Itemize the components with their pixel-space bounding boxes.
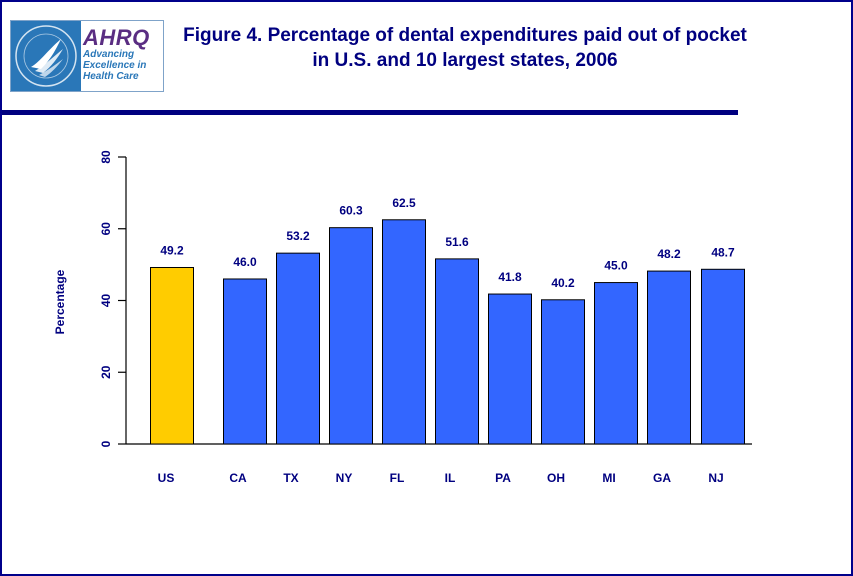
y-tick-label: 80 bbox=[99, 150, 113, 164]
value-label-mi: 45.0 bbox=[604, 259, 628, 273]
y-tick-label: 0 bbox=[99, 440, 113, 447]
value-label-tx: 53.2 bbox=[286, 229, 310, 243]
x-tick-label-ga: GA bbox=[653, 471, 671, 485]
y-tick-label: 60 bbox=[99, 222, 113, 236]
x-tick-label-nj: NJ bbox=[708, 471, 723, 485]
bar-pa bbox=[488, 293, 532, 445]
x-tick-label-ny: NY bbox=[336, 471, 353, 485]
ahrq-logo: AHRQ Advancing Excellence in Health Care bbox=[10, 20, 164, 92]
bar-fl bbox=[382, 219, 426, 445]
x-tick-label-tx: TX bbox=[283, 471, 298, 485]
value-label-us: 49.2 bbox=[160, 243, 184, 257]
bar-nj bbox=[701, 268, 745, 445]
ahrq-tagline-1: Advancing bbox=[83, 49, 135, 60]
bar-ga bbox=[647, 270, 691, 445]
value-label-nj: 48.7 bbox=[711, 245, 735, 259]
ahrq-tagline-2: Excellence in bbox=[83, 60, 147, 71]
value-label-ga: 48.2 bbox=[657, 247, 681, 261]
x-tick-label-fl: FL bbox=[390, 471, 405, 485]
bar-ca bbox=[223, 278, 267, 445]
y-tick-label: 40 bbox=[99, 294, 113, 308]
x-tick-label-pa: PA bbox=[495, 471, 511, 485]
bar-il bbox=[435, 258, 479, 445]
bar-mi bbox=[594, 282, 638, 445]
value-label-pa: 41.8 bbox=[498, 270, 522, 284]
value-labels: 49.2 46.0 53.2 60.3 62.5 51.6 41.8 40.2 45.0 48.2… bbox=[160, 196, 735, 290]
value-label-il: 51.6 bbox=[445, 235, 469, 249]
ahrq-tagline-3: Health Care bbox=[83, 71, 139, 82]
bar-oh bbox=[541, 299, 585, 445]
y-axis-title: Percentage bbox=[53, 269, 67, 334]
bar-tx bbox=[276, 252, 320, 445]
hhs-seal-icon bbox=[11, 21, 81, 91]
value-label-oh: 40.2 bbox=[551, 276, 575, 290]
x-tick-label-ca: CA bbox=[229, 471, 247, 485]
y-axis-ticks: 0 20 40 60 80 bbox=[99, 150, 126, 447]
y-tick-label: 20 bbox=[99, 365, 113, 379]
title-divider bbox=[2, 110, 738, 115]
ahrq-logo-text: AHRQ bbox=[83, 25, 150, 50]
x-tick-label-mi: MI bbox=[602, 471, 615, 485]
bar-ny bbox=[329, 227, 373, 445]
value-label-fl: 62.5 bbox=[392, 196, 416, 210]
x-axis-ticks: US CA TX NY FL IL PA OH MI GA NJ bbox=[158, 471, 724, 485]
bar-series bbox=[150, 219, 745, 445]
bar-us bbox=[150, 266, 194, 445]
x-tick-label-us: US bbox=[158, 471, 175, 485]
value-label-ca: 46.0 bbox=[233, 255, 257, 269]
chart-title: Figure 4. Percentage of dental expenditu… bbox=[183, 25, 747, 71]
ahrq-wordmark: AHRQ Advancing Excellence in Health Care bbox=[83, 25, 163, 83]
x-tick-label-il: IL bbox=[445, 471, 456, 485]
value-label-ny: 60.3 bbox=[339, 204, 363, 218]
x-tick-label-oh: OH bbox=[547, 471, 565, 485]
